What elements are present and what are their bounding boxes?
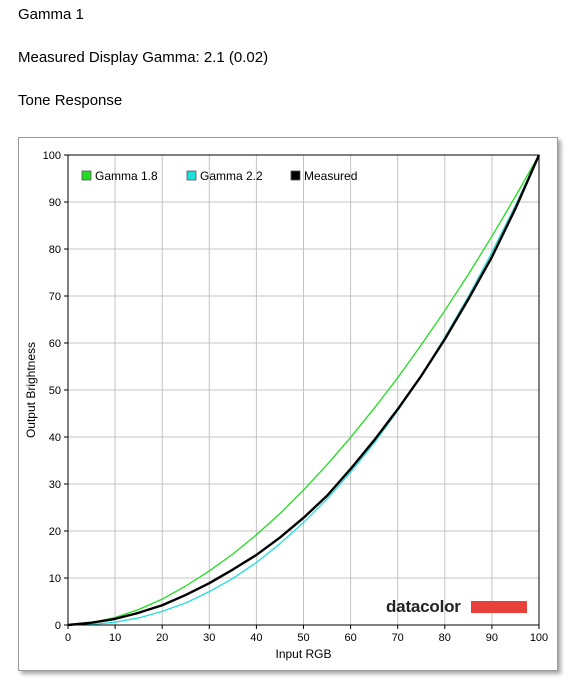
- series-line-measured: [67, 154, 541, 627]
- series-line-gamma-2-2: [67, 154, 540, 626]
- y-tick-label: 70: [49, 291, 61, 303]
- x-tick-label: 30: [203, 632, 215, 644]
- y-tick-label: 10: [49, 573, 61, 585]
- datacolor-logo: datacolor: [386, 597, 527, 616]
- legend-swatch-gamma-1-8: [81, 170, 92, 181]
- y-axis-title: Output Brightness: [24, 342, 38, 438]
- x-tick-label: 10: [109, 632, 121, 644]
- series-lines: [67, 154, 541, 627]
- x-tick-label: 60: [344, 632, 356, 644]
- y-tick-label: 40: [49, 432, 61, 444]
- x-tick-label: 40: [250, 632, 262, 644]
- x-tick-label: 70: [392, 632, 404, 644]
- grid: [67, 154, 540, 626]
- legend: Gamma 1.8 Gamma 2.2 Measured: [81, 169, 357, 183]
- chart-svg: 0 10 20 30 40 50 60 70 80 90 100 0 10 20 30 40 50 60 70 80 9…: [24, 150, 549, 661]
- x-tick-label: 20: [156, 632, 168, 644]
- section-title: Tone Response: [18, 92, 123, 109]
- logo-text: datacolor: [386, 597, 461, 616]
- legend-swatch-gamma-2-2: [186, 170, 197, 181]
- tick-labels: 0 10 20 30 40 50 60 70 80 90 100 0 10 20 30 40 50 60 70 80 9…: [43, 150, 549, 644]
- series-line-gamma-1-8: [67, 154, 540, 626]
- tone-response-chart: 0 10 20 30 40 50 60 70 80 90 100 0 10 20 30 40 50 60 70 80 9…: [18, 137, 558, 671]
- x-tick-label: 80: [439, 632, 451, 644]
- x-tick-label: 90: [486, 632, 498, 644]
- y-tick-label: 80: [49, 244, 61, 256]
- legend-label-gamma-1-8: Gamma 1.8: [95, 169, 158, 183]
- page-title: Gamma 1: [18, 6, 84, 23]
- y-tick-label: 100: [43, 150, 61, 162]
- measured-gamma-text: Measured Display Gamma: 2.1 (0.02): [18, 49, 269, 66]
- logo-bar: [471, 601, 527, 613]
- x-tick-label: 100: [530, 632, 548, 644]
- legend-label-measured: Measured: [304, 169, 357, 183]
- y-tick-label: 50: [49, 385, 61, 397]
- x-tick-label: 50: [297, 632, 309, 644]
- y-tick-label: 60: [49, 338, 61, 350]
- y-tick-label: 20: [49, 526, 61, 538]
- y-tick-label: 0: [55, 620, 61, 632]
- x-axis-title: Input RGB: [275, 647, 331, 661]
- y-tick-label: 90: [49, 197, 61, 209]
- legend-label-gamma-2-2: Gamma 2.2: [200, 169, 263, 183]
- y-tick-label: 30: [49, 479, 61, 491]
- legend-swatch-measured: [290, 170, 301, 181]
- x-tick-label: 0: [65, 632, 71, 644]
